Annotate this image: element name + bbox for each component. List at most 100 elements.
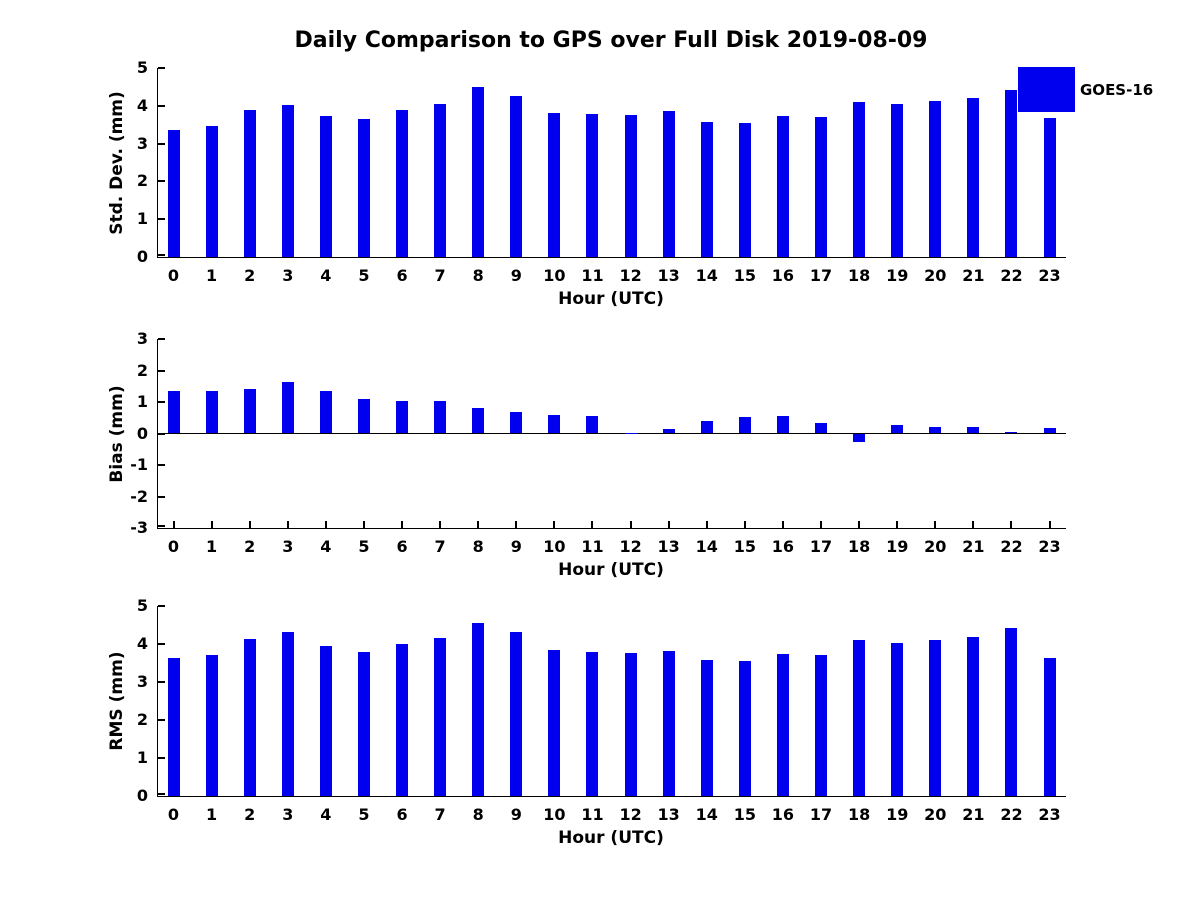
std-bar-h23 bbox=[1043, 118, 1056, 257]
x-tick-label: 20 bbox=[924, 805, 947, 824]
x-tick-label: 2 bbox=[244, 266, 256, 285]
x-tick-label: 23 bbox=[1038, 537, 1061, 556]
std-bar-h16 bbox=[776, 116, 789, 257]
std-bar-h4 bbox=[319, 116, 332, 257]
y-tick-label: -3 bbox=[130, 518, 148, 537]
x-tick-label: 12 bbox=[619, 537, 642, 556]
x-tick-label: 18 bbox=[847, 537, 871, 556]
x-tick bbox=[401, 521, 404, 528]
x-tick-label: 17 bbox=[809, 805, 833, 824]
rms-bar-h8 bbox=[472, 622, 485, 796]
x-tick-label: 3 bbox=[282, 266, 294, 285]
x-tick-label: 17 bbox=[809, 537, 833, 556]
bias-bar-h23 bbox=[1043, 427, 1056, 434]
y-tick bbox=[158, 401, 165, 403]
rms-bar-h13 bbox=[662, 650, 675, 796]
x-tick bbox=[781, 521, 784, 528]
bias-bar-h16 bbox=[776, 416, 789, 434]
x-tick-label: 17 bbox=[809, 266, 833, 285]
std-bar-h8 bbox=[472, 86, 485, 257]
x-tick-label: 7 bbox=[434, 266, 446, 285]
y-tick bbox=[158, 142, 165, 145]
y-tick-label: 2 bbox=[136, 710, 148, 729]
x-tick-label: 9 bbox=[510, 537, 522, 556]
x-tick bbox=[896, 521, 899, 528]
y-tick-label: 2 bbox=[136, 360, 148, 380]
std-bar-h9 bbox=[510, 95, 523, 257]
y-tick bbox=[158, 338, 165, 340]
x-tick-label: 1 bbox=[206, 266, 218, 285]
x-tick-label: 15 bbox=[733, 537, 756, 556]
rms-bar-h16 bbox=[776, 653, 789, 796]
x-tick-label: 22 bbox=[1000, 805, 1023, 824]
x-tick bbox=[705, 521, 708, 528]
y-tick-label: 5 bbox=[136, 58, 148, 77]
bias-bar-h21 bbox=[967, 427, 980, 434]
x-tick-label: 0 bbox=[167, 266, 180, 285]
bias-bar-h4 bbox=[319, 390, 332, 434]
y-tick bbox=[158, 218, 165, 221]
y-tick-label: 5 bbox=[136, 596, 148, 615]
y-tick bbox=[158, 605, 165, 607]
std-bar-h15 bbox=[738, 122, 751, 257]
std-bar-h21 bbox=[967, 98, 980, 257]
y-tick-label: 1 bbox=[136, 392, 148, 411]
bias-bar-h3 bbox=[281, 382, 294, 434]
std-bar-h18 bbox=[853, 101, 866, 257]
rms-bar-h3 bbox=[281, 631, 294, 796]
y-tick bbox=[158, 67, 165, 69]
y-tick-label: 3 bbox=[136, 133, 148, 153]
rms-bar-h2 bbox=[243, 638, 256, 796]
zero-line bbox=[158, 433, 1066, 434]
x-tick-label: 12 bbox=[619, 266, 642, 285]
x-tick-label: 8 bbox=[472, 266, 484, 285]
stddev-plot-area: 0 1 2 3 4 5 0 1 2 3 4 5 6 7 8 9 10 11 12 13 14 15 16 17 18 19 20 21… bbox=[137, 58, 1066, 285]
y-tick bbox=[158, 793, 165, 795]
x-tick bbox=[629, 521, 632, 528]
bias-bar-h7 bbox=[434, 401, 447, 434]
bias-bar-h18 bbox=[853, 433, 866, 442]
x-tick-label: 13 bbox=[657, 266, 680, 285]
y-tick-label: 0 bbox=[136, 423, 148, 443]
y-tick-label: 3 bbox=[136, 672, 148, 691]
bias-bar-h15 bbox=[738, 417, 751, 434]
x-tick-label: 3 bbox=[282, 805, 294, 824]
x-tick-label: 18 bbox=[847, 266, 871, 285]
y-tick-label: 3 bbox=[136, 329, 148, 348]
x-tick-label: 21 bbox=[962, 537, 985, 556]
x-tick-label: 21 bbox=[962, 266, 985, 285]
bias-bar-h20 bbox=[929, 426, 942, 434]
x-tick-label: 0 bbox=[167, 537, 180, 556]
bias-bar-h0 bbox=[167, 390, 180, 434]
rms-bar-h5 bbox=[357, 651, 370, 796]
rms-bar-h22 bbox=[1005, 627, 1018, 796]
x-tick-label: 7 bbox=[434, 805, 446, 824]
x-tick-label: 9 bbox=[510, 805, 522, 824]
bias-bar-h12 bbox=[624, 432, 637, 434]
y-tick bbox=[158, 525, 165, 527]
std-bar-h1 bbox=[205, 125, 218, 257]
y-tick bbox=[158, 643, 165, 645]
x-tick-label: 10 bbox=[543, 266, 566, 285]
x-tick bbox=[858, 521, 861, 528]
legend-swatch bbox=[1018, 67, 1075, 112]
x-tick bbox=[210, 521, 213, 528]
y-tick-label: 1 bbox=[136, 748, 148, 767]
x-tick-label: 11 bbox=[581, 266, 604, 285]
x-tick-label: 19 bbox=[886, 537, 909, 556]
x-tick-label: 6 bbox=[396, 266, 408, 285]
y-tick-label: 0 bbox=[136, 786, 148, 805]
bias-bar-h11 bbox=[586, 416, 599, 434]
bias-bar-h13 bbox=[662, 429, 675, 434]
std-bar-h11 bbox=[586, 114, 599, 257]
x-tick bbox=[934, 521, 937, 528]
bias-bar-h1 bbox=[205, 390, 218, 434]
x-tick-label: 19 bbox=[886, 266, 909, 285]
y-tick-label: -1 bbox=[130, 455, 148, 474]
x-tick bbox=[362, 521, 365, 528]
x-tick-label: 1 bbox=[206, 805, 218, 824]
x-tick-label: 6 bbox=[396, 805, 408, 824]
bias-bar-h17 bbox=[815, 422, 828, 434]
x-tick-label: 8 bbox=[472, 537, 484, 556]
x-tick-label: 22 bbox=[1000, 266, 1023, 285]
